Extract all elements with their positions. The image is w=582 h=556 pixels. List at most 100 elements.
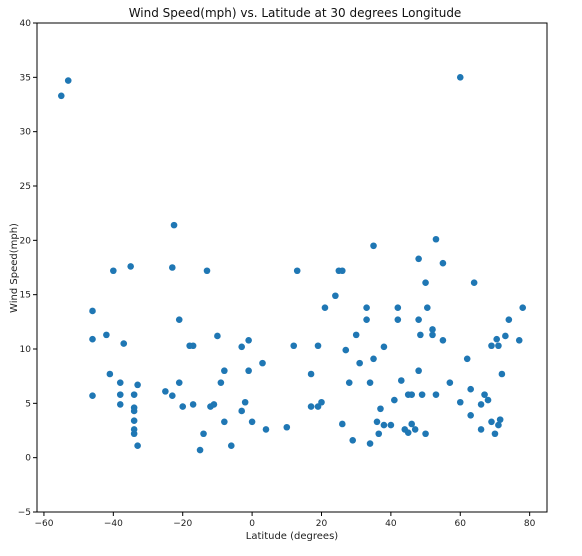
data-point	[484, 396, 492, 404]
y-tick-label: 40	[20, 19, 32, 29]
data-point	[422, 430, 429, 438]
data-point	[238, 407, 245, 415]
data-point	[89, 392, 96, 400]
data-point	[217, 379, 225, 386]
data-point	[130, 404, 138, 411]
data-point	[467, 385, 474, 393]
data-point	[356, 359, 363, 367]
data-point	[366, 440, 374, 447]
data-point	[134, 381, 141, 389]
data-point	[456, 398, 464, 406]
data-point	[214, 332, 221, 340]
data-point	[488, 342, 495, 350]
data-point	[116, 379, 124, 386]
data-point	[491, 430, 499, 438]
data-point	[415, 367, 422, 375]
data-point	[162, 388, 169, 395]
y-tick-label: 30	[20, 128, 32, 138]
y-tick-label: 35	[20, 73, 31, 83]
data-point	[391, 396, 398, 404]
data-point	[370, 355, 377, 363]
data-point	[363, 316, 370, 323]
data-point	[116, 401, 124, 408]
data-point	[283, 423, 291, 431]
chart-title: Wind Speed(mph) vs. Latitude at 30 degre…	[129, 6, 462, 20]
data-point	[481, 391, 488, 398]
data-point	[200, 430, 207, 438]
data-point	[404, 429, 412, 436]
data-point	[170, 221, 178, 229]
data-point	[422, 279, 429, 287]
data-point	[179, 403, 187, 410]
data-point	[387, 421, 395, 429]
x-axis-label: Latitude (degrees)	[246, 531, 338, 542]
data-point	[130, 391, 138, 398]
data-point	[110, 267, 117, 275]
data-point	[498, 370, 506, 378]
data-point	[502, 332, 509, 340]
data-point	[366, 379, 374, 386]
y-tick-label: −5	[18, 508, 31, 518]
data-point	[339, 420, 346, 428]
data-point	[127, 263, 134, 270]
data-point	[429, 331, 436, 339]
data-point	[314, 342, 322, 350]
data-point	[106, 370, 114, 378]
data-point	[307, 370, 315, 378]
data-point	[339, 267, 346, 275]
data-point	[259, 359, 266, 367]
data-point	[318, 398, 325, 406]
data-point	[432, 391, 440, 398]
y-tick-label: 20	[20, 236, 32, 246]
data-point	[394, 316, 402, 323]
data-point	[116, 391, 124, 398]
data-point	[120, 340, 128, 347]
x-tick-label: −60	[34, 519, 53, 529]
data-point	[370, 242, 377, 250]
data-point	[429, 326, 436, 333]
data-point	[203, 267, 211, 275]
data-point	[241, 398, 249, 406]
x-tick-label: 0	[249, 519, 255, 529]
data-point	[519, 304, 527, 312]
data-point	[342, 346, 350, 354]
data-point	[227, 442, 235, 450]
x-tick-label: 60	[455, 519, 467, 529]
x-tick-label: −40	[104, 519, 123, 529]
data-point	[290, 342, 298, 350]
data-point	[397, 377, 405, 384]
data-point	[470, 279, 478, 287]
data-point	[349, 436, 357, 444]
data-point	[415, 255, 422, 263]
data-point	[439, 337, 447, 344]
data-point	[380, 421, 388, 429]
data-point	[189, 342, 197, 350]
data-point	[134, 442, 141, 450]
data-point	[463, 355, 471, 363]
x-tick-label: 40	[385, 519, 397, 529]
data-point	[432, 235, 440, 243]
data-point	[321, 304, 329, 312]
data-point	[505, 316, 513, 323]
data-point	[89, 335, 96, 343]
data-point	[488, 418, 495, 426]
data-point	[467, 411, 474, 419]
data-point	[189, 401, 197, 408]
data-point	[375, 430, 383, 438]
data-point	[493, 335, 500, 343]
data-point	[238, 343, 245, 351]
data-point	[196, 446, 204, 454]
data-point	[103, 331, 110, 339]
data-point	[424, 304, 431, 312]
data-point	[57, 92, 65, 100]
data-point	[210, 401, 218, 408]
data-point	[439, 259, 447, 267]
plot-area	[57, 74, 527, 454]
data-point	[380, 343, 388, 351]
y-tick-label: 25	[20, 182, 31, 192]
data-point	[245, 337, 252, 344]
data-point	[89, 307, 96, 315]
data-point	[495, 342, 502, 350]
